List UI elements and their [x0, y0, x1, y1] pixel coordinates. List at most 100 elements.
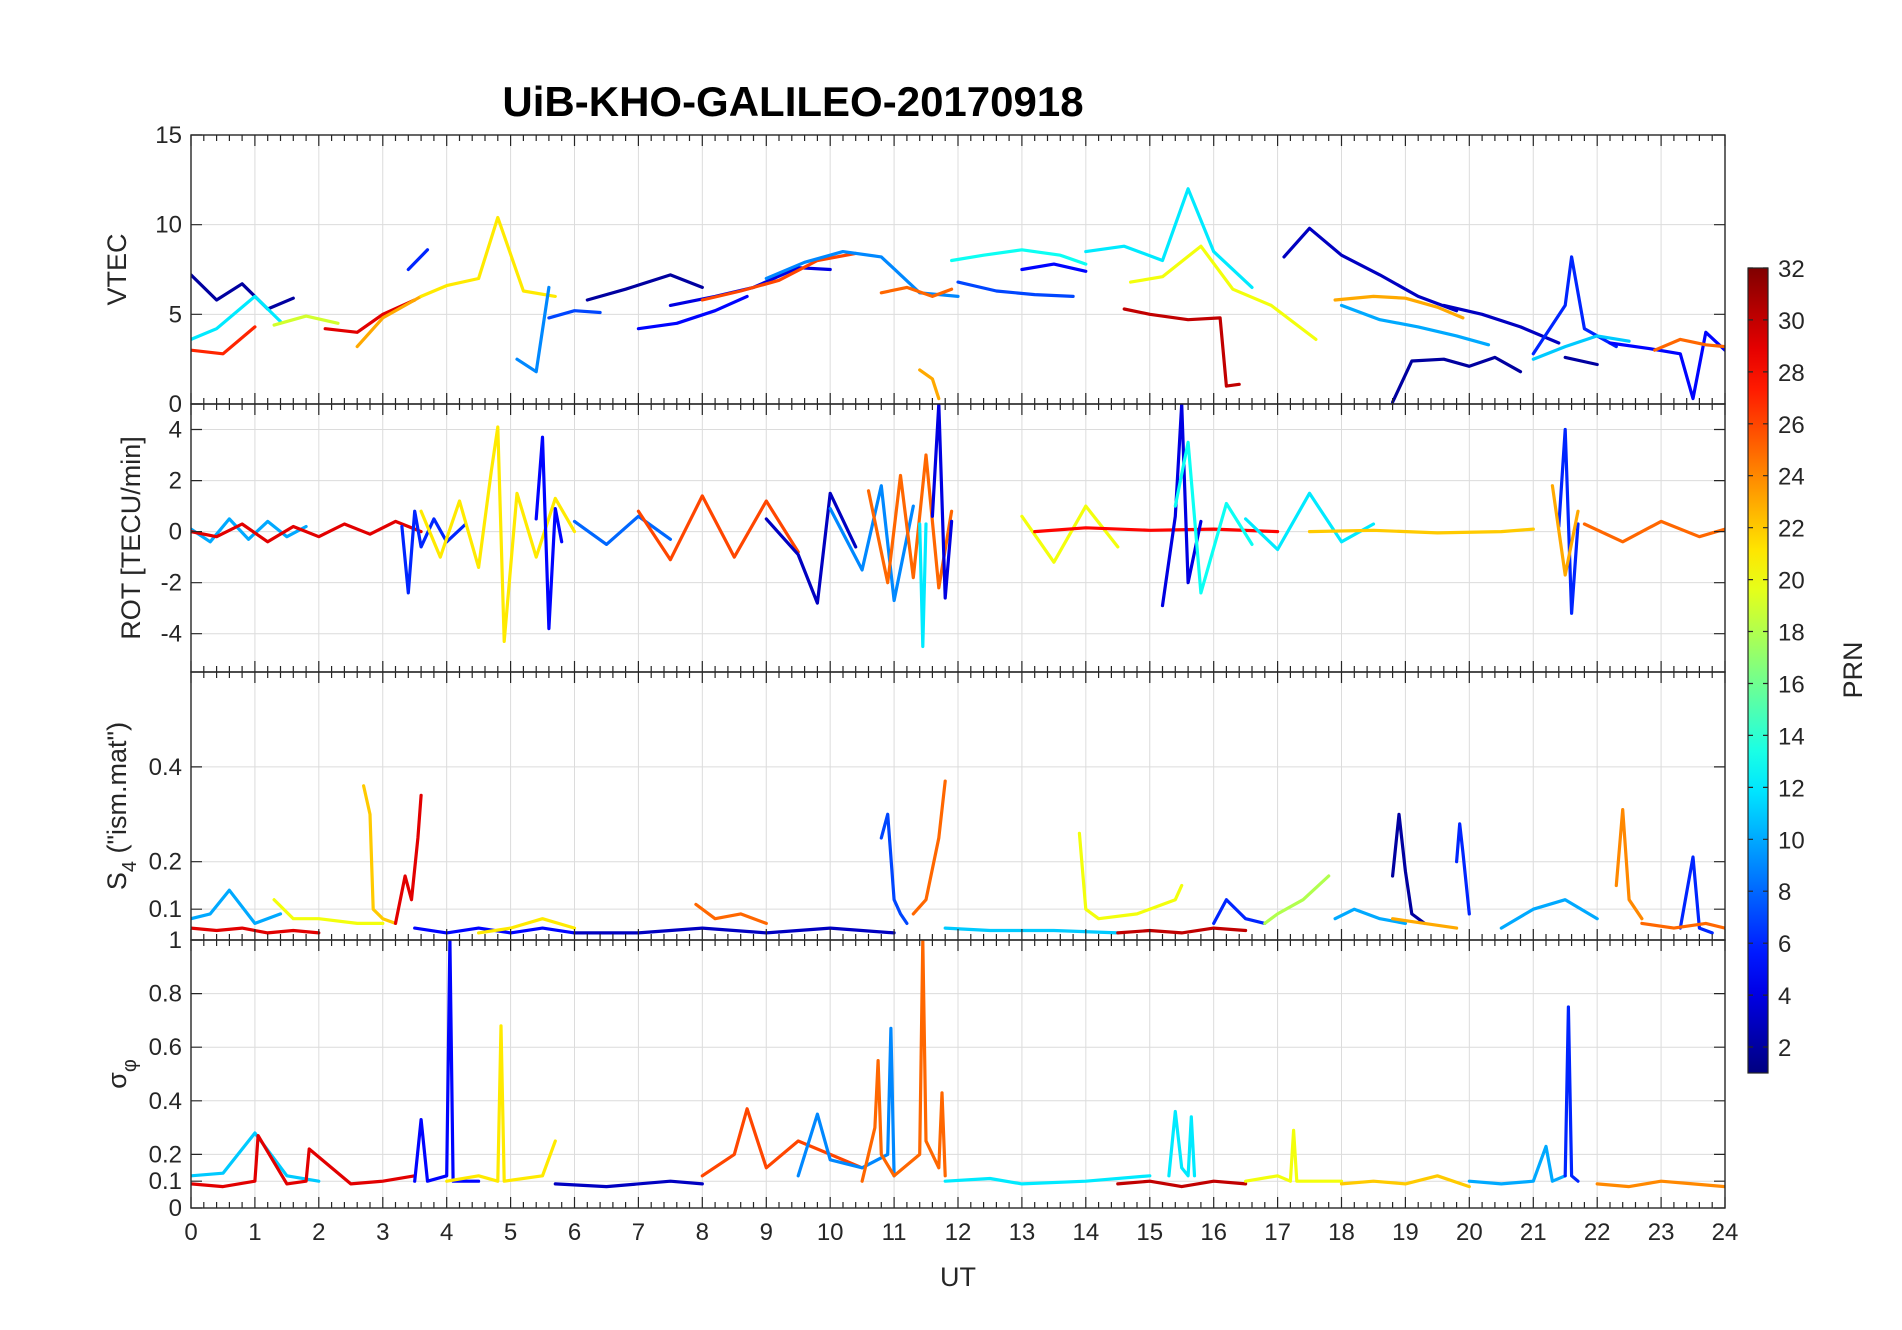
series-prn-3: [1282, 226, 1459, 313]
y-tick-label: 0.2: [149, 849, 182, 876]
series-prn-13: [950, 248, 1088, 266]
series-prn-6: [406, 248, 430, 272]
series-prn-11: [1531, 334, 1631, 361]
series-prn-10: [1499, 898, 1599, 930]
x-tick-label: 5: [504, 1219, 517, 1246]
series-prn-29: [191, 1134, 417, 1189]
x-tick-labels: 0 1 2 3 4 5 6 7 8 9 10 11 12 13 14 15 16 17 18 19 20 21 22 23 24: [184, 1219, 1738, 1246]
series-prn-28: [1033, 526, 1280, 534]
x-tick-label: 12: [945, 1219, 972, 1246]
colorbar-scale: [1747, 267, 1769, 1074]
panel-vtec: 0 5 10 15 VTEC: [102, 122, 1726, 418]
colorbar-tick-label: 2: [1778, 1035, 1791, 1062]
x-tick-label: 22: [1584, 1219, 1611, 1246]
series-prn-10: [1339, 303, 1491, 347]
series-prn-5: [1020, 262, 1088, 273]
series-prn-6: [1678, 855, 1714, 935]
x-tick-label: 1: [248, 1219, 261, 1246]
series-prn-22: [1307, 527, 1535, 535]
series-group: [191, 404, 1725, 649]
tick-marks: [190, 939, 1726, 1209]
colorbar-tick-label: 18: [1778, 620, 1805, 647]
series-prn-24: [1595, 1179, 1725, 1189]
colorbar-tick-label: 6: [1778, 931, 1791, 958]
series-group: [191, 940, 1725, 1189]
series-prn-20: [1020, 504, 1120, 564]
series-prn-12: [1084, 187, 1254, 289]
series-prn-7: [547, 309, 602, 320]
colorbar-tick-label: 22: [1778, 516, 1805, 543]
x-tick-label: 21: [1520, 1219, 1547, 1246]
colorbar-tick-label: 26: [1778, 412, 1805, 439]
chart-title: UiB-KHO-GALILEO-20170918: [502, 78, 1083, 125]
x-tick-label: 2: [312, 1219, 325, 1246]
series-prn-10: [191, 517, 308, 544]
series-prn-3: [553, 1179, 704, 1189]
series-prn-23: [1333, 294, 1465, 320]
x-tick-label: 15: [1136, 1219, 1163, 1246]
series-prn-18: [1263, 874, 1331, 925]
series-prn-5: [636, 294, 749, 331]
y-tick-label: 0: [169, 391, 182, 418]
series-prn-25: [879, 285, 954, 298]
series-prn-29: [191, 519, 423, 544]
colorbar-tick-label: 28: [1778, 360, 1805, 387]
y-tick-label: 15: [155, 122, 182, 149]
series-prn-5: [1608, 330, 1725, 401]
series-prn-4: [1160, 404, 1203, 608]
series-prn-12: [191, 294, 283, 341]
y-tick-label: 0.6: [149, 1034, 182, 1061]
y-tick-label: 4: [169, 417, 182, 444]
series-prn-2: [191, 273, 295, 311]
series-prn-5: [534, 435, 564, 631]
x-tick-label: 18: [1328, 1219, 1355, 1246]
panel-rot: -4 -2 0 2 4 ROT [TECU/min]: [116, 403, 1726, 673]
series-prn-30: [1116, 926, 1248, 935]
series-prn-10: [191, 888, 283, 925]
y-tick-label: 0.4: [149, 754, 182, 781]
series-prn-25: [1640, 921, 1725, 930]
y-tick-label: 0.4: [149, 1088, 182, 1115]
x-axis-label: UT: [940, 1262, 976, 1292]
series-prn-21: [477, 917, 577, 935]
series-prn-6: [1212, 898, 1267, 925]
y-axis-label: σφ: [102, 1059, 141, 1089]
series-prn-3: [572, 926, 896, 935]
series-prn-2: [1391, 812, 1427, 925]
x-tick-label: 11: [882, 1219, 907, 1246]
x-tick-label: 7: [632, 1219, 645, 1246]
x-tick-label: 13: [1009, 1219, 1036, 1246]
series-prn-10: [1333, 907, 1407, 925]
series-prn-7: [879, 812, 909, 925]
y-tick-label: 0: [169, 1195, 182, 1222]
series-prn-25: [1582, 519, 1725, 544]
colorbar-tick-label: 14: [1778, 723, 1805, 750]
series-prn-25: [911, 779, 947, 916]
colorbar-tick-label: 32: [1778, 256, 1805, 283]
series-prn-7: [956, 280, 1075, 298]
colorbar-tick-label: 20: [1778, 568, 1805, 595]
colorbar-tick-label: 24: [1778, 464, 1805, 491]
tick-marks: [190, 404, 1726, 672]
series-prn-22: [362, 784, 398, 925]
series-prn-2: [585, 273, 704, 302]
tick-marks: [190, 672, 1726, 940]
x-tick-label: 8: [696, 1219, 709, 1246]
x-tick-label: 9: [760, 1219, 773, 1246]
series-prn-20: [1077, 831, 1184, 921]
colorbar-tick-label: 4: [1778, 983, 1791, 1010]
colorbar-tick-label: 30: [1778, 308, 1805, 335]
series-prn-12: [1244, 491, 1376, 552]
y-tick-label: -4: [161, 621, 182, 648]
series-prn-12: [1167, 1109, 1197, 1178]
series-prn-8: [572, 514, 672, 546]
y-axis-label: ROT [TECU/min]: [116, 436, 146, 640]
y-tick-label: 2: [169, 468, 182, 495]
y-tick-label: 5: [169, 301, 182, 328]
colorbar-tick-label: 16: [1778, 671, 1805, 698]
y-tick-label: 0.1: [149, 896, 182, 923]
series-prn-6: [1557, 427, 1580, 615]
series-prn-9: [764, 250, 960, 298]
